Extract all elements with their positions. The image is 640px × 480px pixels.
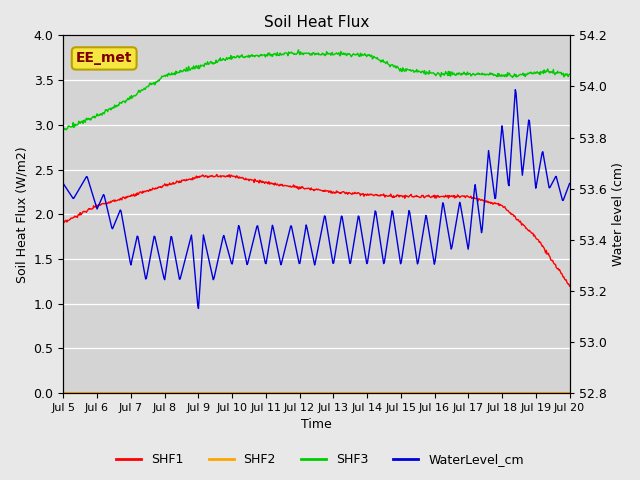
Y-axis label: Soil Heat Flux (W/m2): Soil Heat Flux (W/m2) bbox=[15, 146, 28, 283]
X-axis label: Time: Time bbox=[301, 419, 332, 432]
Title: Soil Heat Flux: Soil Heat Flux bbox=[264, 15, 369, 30]
Legend: SHF1, SHF2, SHF3, WaterLevel_cm: SHF1, SHF2, SHF3, WaterLevel_cm bbox=[111, 448, 529, 471]
Y-axis label: Water level (cm): Water level (cm) bbox=[612, 162, 625, 266]
Text: EE_met: EE_met bbox=[76, 51, 132, 65]
